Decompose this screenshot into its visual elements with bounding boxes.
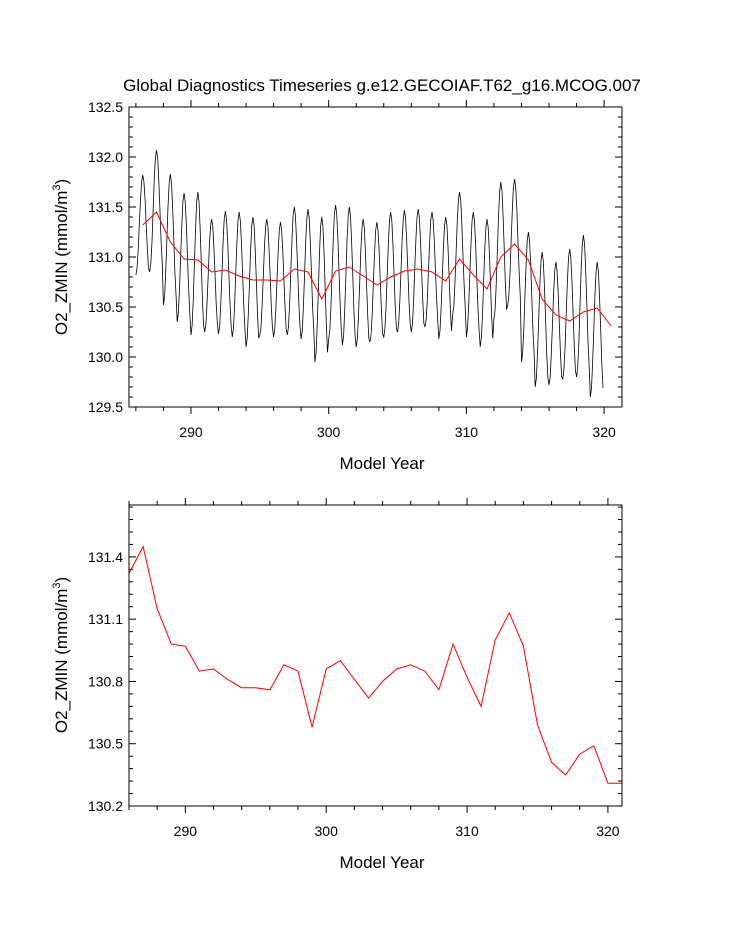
y-tick-label: 130.5 bbox=[88, 299, 123, 315]
top-y-axis-label-sup: 3 bbox=[51, 185, 63, 191]
y-tick-label: 130.0 bbox=[88, 349, 123, 365]
top-plot-frame bbox=[128, 106, 623, 408]
bottom-y-tick-labels: 130.2 130.5 130.8 131.1 131.4 bbox=[88, 549, 123, 814]
bottom-y-axis-label-sup: 3 bbox=[51, 583, 63, 589]
y-tick-label: 131.0 bbox=[88, 249, 123, 265]
top-y-axis-label-main: O2_ZMIN (mmol/m bbox=[52, 191, 71, 336]
top-y-ticks bbox=[129, 106, 622, 408]
top-y-axis-label: O2_ZMIN (mmol/m3) bbox=[51, 179, 71, 335]
top-y-tick-labels: 129.5 130.0 130.5 131.0 131.5 132.0 132.5 bbox=[88, 99, 123, 415]
x-tick-label: 300 bbox=[317, 424, 341, 440]
top-x-axis-label: Model Year bbox=[339, 454, 424, 473]
x-tick-label: 320 bbox=[592, 424, 616, 440]
y-tick-label: 130.2 bbox=[88, 798, 123, 814]
y-tick-label: 131.4 bbox=[88, 549, 123, 565]
y-tick-label: 131.5 bbox=[88, 199, 123, 215]
bottom-x-axis-label: Model Year bbox=[339, 853, 424, 872]
annual-mean-series-line bbox=[142, 211, 612, 327]
top-chart-panel: 129.5 130.0 130.5 131.0 131.5 132.0 132.5 290 3… bbox=[51, 99, 623, 473]
x-tick-label: 290 bbox=[179, 424, 203, 440]
top-y-axis-label-close: ) bbox=[52, 179, 71, 185]
bottom-y-axis-label-close: ) bbox=[52, 577, 71, 583]
y-tick-label: 131.1 bbox=[88, 611, 123, 627]
x-tick-label: 300 bbox=[315, 823, 339, 839]
top-x-tick-labels: 290 300 310 320 bbox=[179, 424, 616, 440]
bottom-y-axis-label-main: O2_ZMIN (mmol/m bbox=[52, 589, 71, 734]
y-tick-label: 132.0 bbox=[88, 149, 123, 165]
top-x-ticks bbox=[135, 100, 605, 414]
y-tick-label: 132.5 bbox=[88, 99, 123, 115]
y-tick-label: 130.8 bbox=[88, 673, 123, 689]
bottom-chart-panel: 130.2 130.5 130.8 131.1 131.4 290 300 310 320 M… bbox=[51, 498, 623, 872]
y-tick-label: 129.5 bbox=[88, 399, 123, 415]
annual-mean-series-line bbox=[129, 545, 622, 784]
x-tick-label: 310 bbox=[455, 424, 479, 440]
bottom-x-ticks bbox=[128, 498, 609, 813]
x-tick-label: 290 bbox=[174, 823, 198, 839]
bottom-plot-frame bbox=[128, 504, 623, 807]
bottom-x-tick-labels: 290 300 310 320 bbox=[174, 823, 620, 839]
monthly-series-line bbox=[135, 149, 604, 398]
top-series-group bbox=[135, 149, 612, 398]
x-tick-label: 320 bbox=[596, 823, 620, 839]
x-tick-label: 310 bbox=[455, 823, 479, 839]
bottom-y-axis-label: O2_ZMIN (mmol/m3) bbox=[51, 577, 71, 733]
bottom-series-group bbox=[129, 545, 622, 784]
y-tick-label: 130.5 bbox=[88, 736, 123, 752]
chart-title: Global Diagnostics Timeseries g.e12.GECO… bbox=[123, 76, 641, 95]
bottom-y-ticks bbox=[129, 506, 622, 807]
